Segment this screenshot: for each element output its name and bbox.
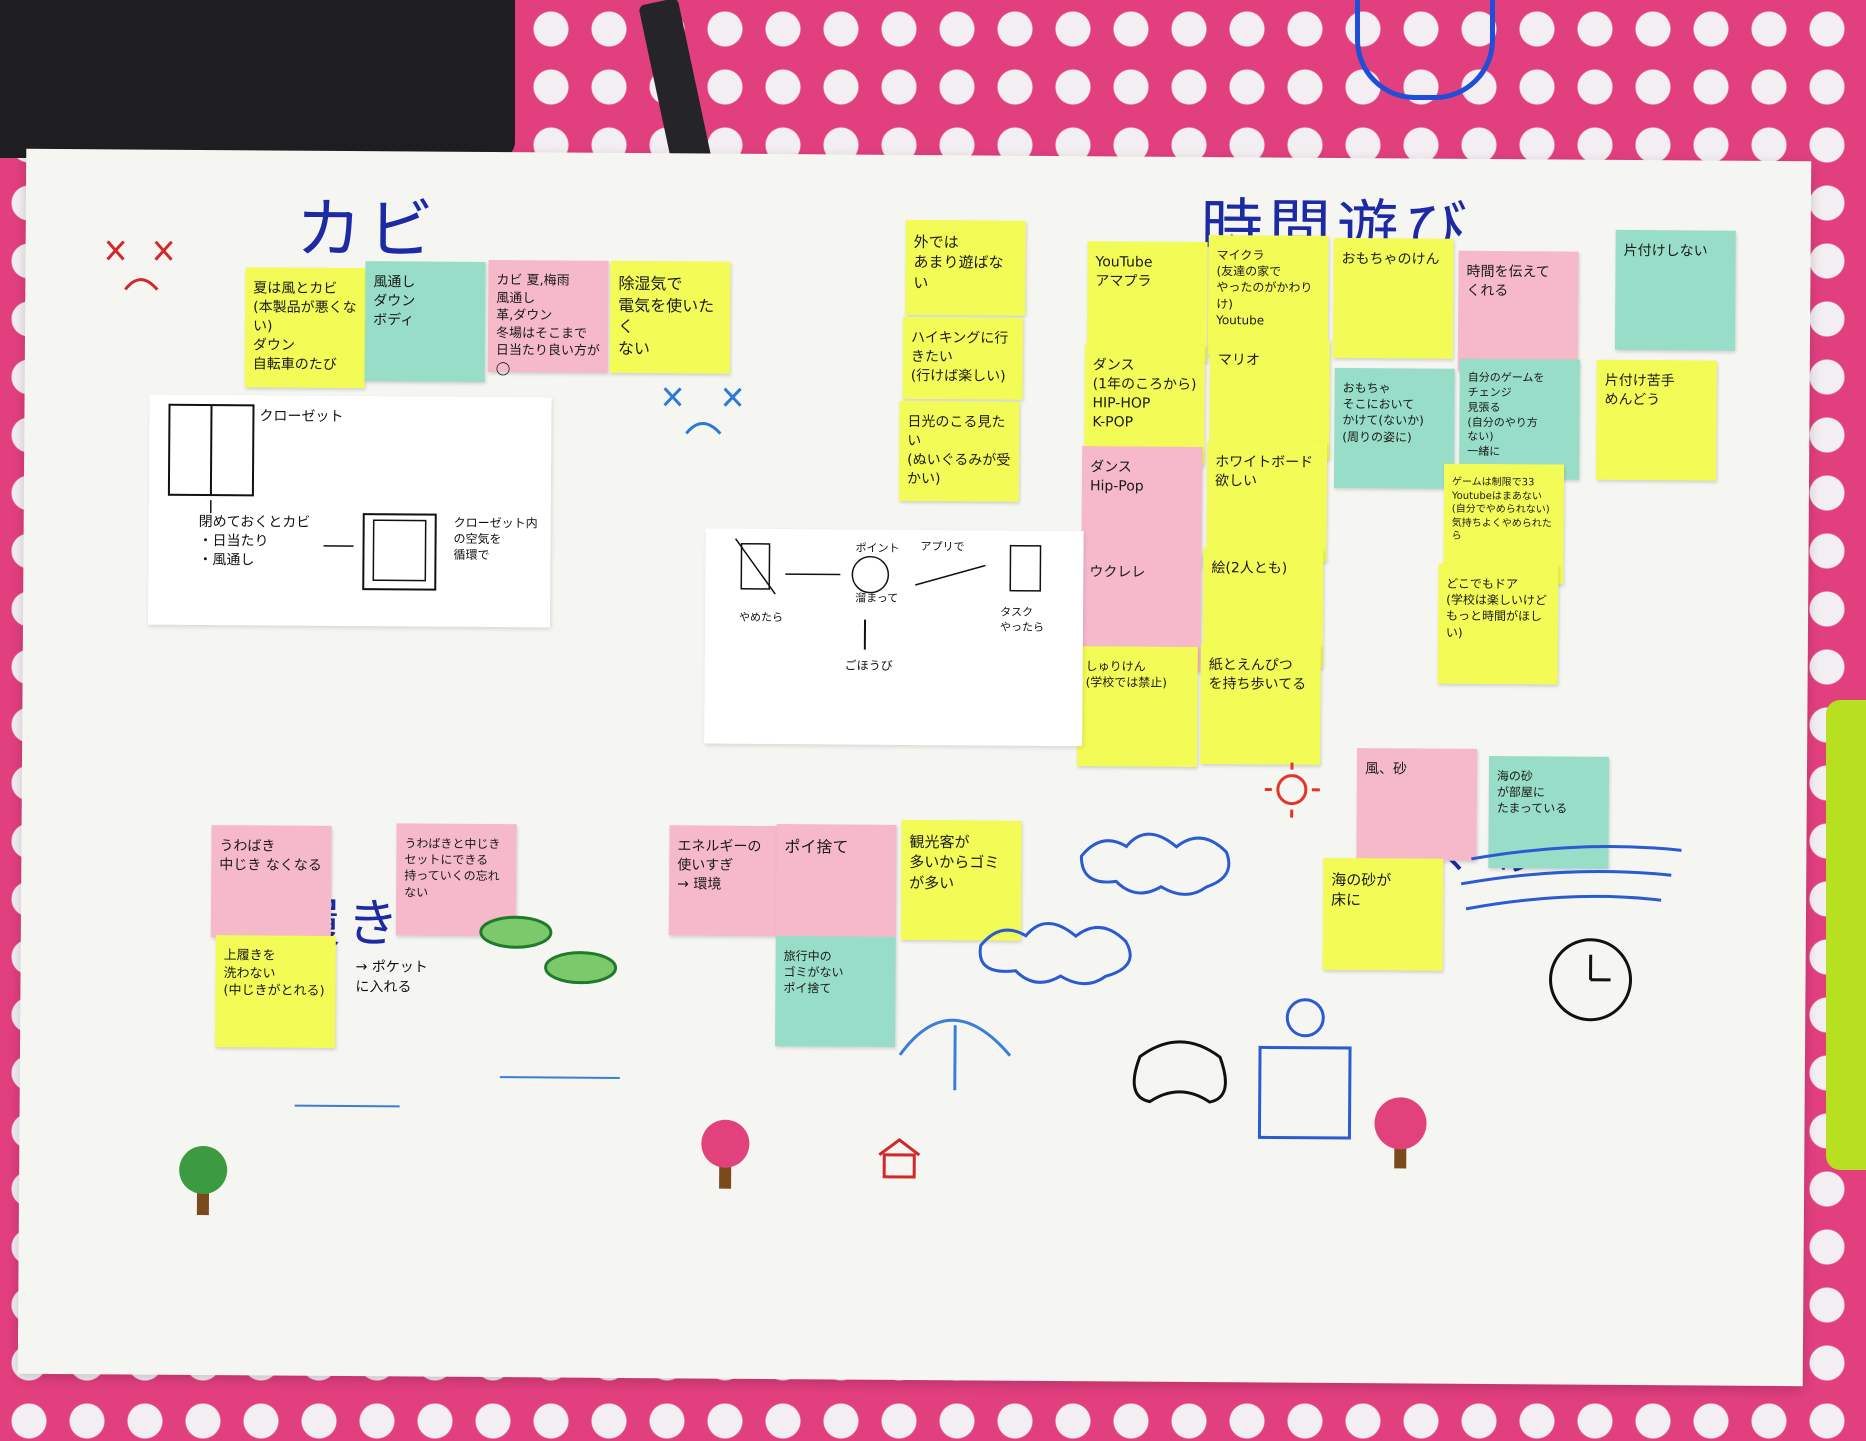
sticky-note: 海の砂 が部屋に たまっている [1488,756,1610,869]
pen [638,0,712,168]
sticky-note: 片付け苦手 めんどう [1596,359,1717,481]
sticky-note: ダンス Hip-Pop [1081,446,1203,567]
sticky-note: エネルギーの 使いすぎ → 環境 [668,825,790,937]
clock-icon [1549,938,1633,1022]
tree-icon [701,1119,750,1189]
sad-face-icon [106,240,173,291]
tree-icon [1374,1097,1427,1169]
closet-drawing [167,403,437,591]
sticky-note: 紙とえんぴつ を持ち歩いてる [1200,643,1321,765]
basket [1826,700,1866,1170]
sticky-note: どこでもドア (学校は楽しいけど もっと時間がほしい) [1437,563,1559,685]
sticky-note: 観光客が 多いからゴミ が多い [900,819,1022,941]
sticky-note: カビ 夏,梅雨 風通し 革,ダウン 冬場はそこまで 日当たり良い方が◯ [487,260,609,376]
sticky-note: 夏は風とカビ (本製品が悪くない) ダウン 自転車のたび [244,267,366,389]
sticky-note: 日光のこる見たい (ぬいぐるみが受かい) [898,400,1020,502]
sun-icon [1264,762,1320,818]
sad-face-icon [663,387,742,435]
sticky-note: ハイキングに行きたい (行けば楽しい) [902,316,1024,400]
arrow-icon [294,1076,620,1108]
game-controller-icon [1132,1040,1227,1104]
closet-diagram-sheet: クローゼット 閉めておくとカビ ・日当たり ・風通し クローゼット内 の空気を … [147,394,552,628]
sticky-note: 風、砂 [1356,748,1478,861]
pocket-text: → ポケット に入れる [355,959,428,996]
sticky-note: うわばきと中じき セットにできる 持っていくの忘れ ない [395,823,517,937]
tablet [0,0,515,158]
sticky-note: 外では あまり遊ばない [905,219,1026,316]
tree-icon [179,1146,228,1216]
sticky-note: ホワイトボード 欲しい [1206,441,1328,562]
sticky-note: ポイ捨て [775,824,897,937]
sticky-note: 自分のゲームを チェンジ 見張る (自分のやり方 ない) 一緒に [1459,358,1580,480]
house-icon [878,1138,921,1179]
sticky-note: 片付けしない [1614,229,1736,351]
cup [1355,0,1495,100]
sticky-note: おもちゃ そこにおいて かけて(ないか) (周りの姿に) [1333,367,1455,489]
section-title-kabi: カビ [295,190,441,269]
poster-board: カビ 時間遊び 上履き 風、砂 夏は風とカビ (本製品が悪くない) ダウン 自転… [17,148,1812,1387]
building-icon [1257,998,1352,1140]
sticky-note: 除湿気で 電気を使いたく ない [609,260,731,374]
sticky-note: マイクラ (友達の家で やったのがかわりけ) Youtube [1207,235,1329,356]
sticky-note: 風通し ダウン ボディ [364,261,486,382]
cloud-icon [1079,832,1231,896]
umbrella-icon [898,1018,1012,1091]
sticky-note: 海の砂が 床に [1322,857,1444,971]
sticky-note: おもちゃのけん [1332,237,1454,359]
point-reward-sheet: やめたら ポイント アプリで 溜まって タスク やったら ごほうび [704,528,1084,747]
sticky-note: 時間を伝えて くれる [1457,250,1579,372]
sticky-note: 上履きを 洗わない (中じきがとれる) [215,935,336,1048]
sticky-note: しゅりけん (学校では禁止) [1077,646,1198,767]
sticky-note: 旅行中の ゴミがない ポイ捨て [775,936,896,1047]
sticky-note: うわばき 中じき なくなる [210,825,332,938]
point-flow-drawing [734,538,1042,650]
